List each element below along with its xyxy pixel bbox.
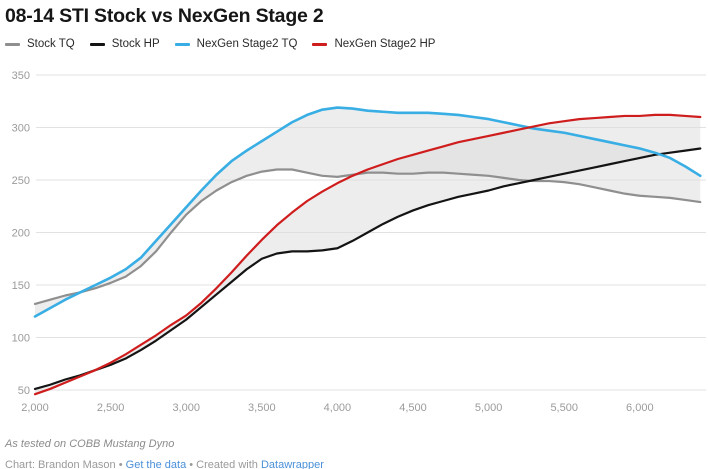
legend-swatch xyxy=(312,42,328,46)
x-tick-label: 2,500 xyxy=(97,402,125,414)
legend-swatch xyxy=(174,42,190,46)
attribution-link[interactable]: Get the data xyxy=(125,459,187,469)
series-line-stock-hp xyxy=(33,147,702,391)
chart-legend: Stock TQ Stock HP NexGen Stage2 TQ NexGen S… xyxy=(5,38,435,50)
y-tick-label: 100 xyxy=(12,333,30,345)
chart-attribution: Chart: Brandon Mason • Get the data • Cr… xyxy=(5,459,324,469)
chart-title: 08-14 STI Stock vs NexGen Stage 2 xyxy=(5,5,324,27)
legend-item-nexgen-stage2-tq: NexGen Stage2 TQ xyxy=(174,38,298,50)
x-tick-label: 6,000 xyxy=(626,402,654,414)
x-tick-label: 4,000 xyxy=(324,402,352,414)
legend-label: Stock TQ xyxy=(27,38,75,50)
x-tick-label: 4,500 xyxy=(399,402,427,414)
x-tick-label: 2,000 xyxy=(21,402,49,414)
chart-source-note: As tested on COBB Mustang Dyno xyxy=(5,438,175,450)
x-tick-label: 3,000 xyxy=(172,402,200,414)
difference-bands xyxy=(35,107,701,395)
x-tick-label: 3,500 xyxy=(248,402,276,414)
legend-item-stock-tq: Stock TQ xyxy=(5,38,75,50)
x-tick-label: 5,500 xyxy=(550,402,578,414)
y-tick-label: 350 xyxy=(12,70,30,82)
legend-label: NexGen Stage2 TQ xyxy=(196,38,298,50)
y-tick-label: 250 xyxy=(12,175,30,187)
legend-label: Stock HP xyxy=(111,38,160,50)
legend-label: NexGen Stage2 HP xyxy=(334,38,436,50)
x-axis-tick-labels: 2,000 2,500 3,000 3,500 4,000 4,500 5,000 5,500… xyxy=(21,402,653,414)
series-line-stock-tq xyxy=(33,168,702,305)
attribution-text: Chart: Brandon Mason • xyxy=(5,459,126,469)
legend-swatch xyxy=(89,42,105,46)
legend-item-nexgen-stage2-hp: NexGen Stage2 HP xyxy=(312,38,435,50)
y-tick-label: 300 xyxy=(12,123,30,135)
y-tick-label: 200 xyxy=(12,228,30,240)
y-tick-label: 150 xyxy=(12,280,30,292)
band-nexgen-stage2-hp xyxy=(35,114,701,395)
attribution-text: • Created with xyxy=(186,459,261,469)
legend-item-stock-hp: Stock HP xyxy=(89,38,160,50)
legend-swatch xyxy=(5,42,20,46)
series-line-nexgen-stage2-tq xyxy=(33,106,702,318)
y-axis-tick-labels: 50 100 150 200 250 300 350 xyxy=(12,70,30,397)
x-tick-label: 5,000 xyxy=(475,402,503,414)
series-line-nexgen-stage2-hp xyxy=(33,113,702,396)
gridlines xyxy=(36,74,706,391)
y-tick-label: 50 xyxy=(18,385,30,397)
attribution-link[interactable]: Datawrapper xyxy=(260,459,324,469)
